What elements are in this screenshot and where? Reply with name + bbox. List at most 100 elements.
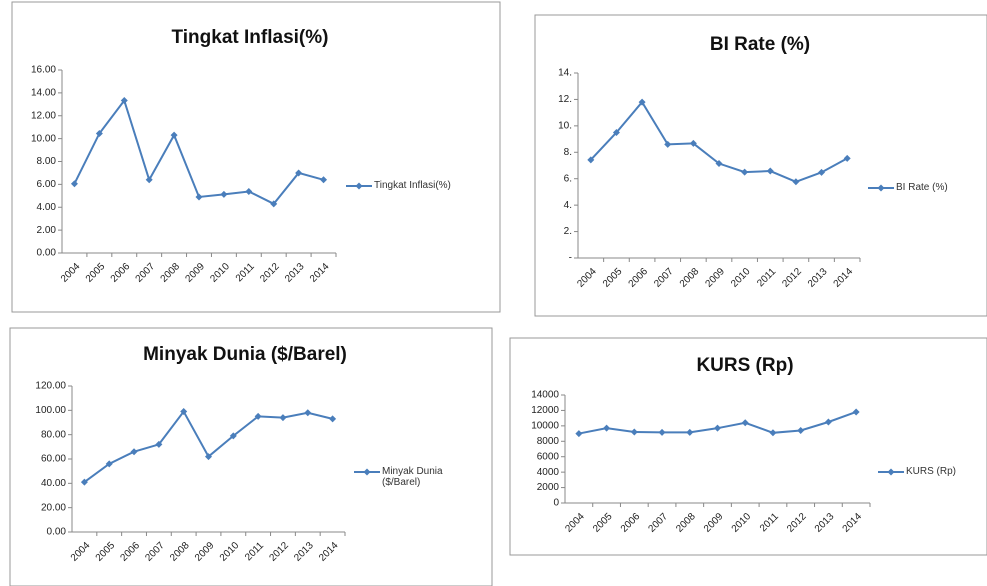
- point: [245, 187, 253, 195]
- y-tick-label: 80.00: [41, 429, 66, 440]
- point: [843, 154, 851, 162]
- x-tick-label: 2007: [647, 511, 671, 535]
- x-tick-label: 2014: [317, 540, 341, 564]
- x-tick-label: 2004: [575, 266, 599, 290]
- x-tick-label: 2004: [69, 540, 93, 564]
- point: [638, 98, 646, 106]
- x-tick-label: 2014: [841, 511, 865, 535]
- x-tick-label: 2008: [678, 266, 702, 290]
- x-tick-label: 2006: [627, 266, 651, 290]
- x-tick-label: 2011: [234, 261, 257, 284]
- y-tick-label: 8.00: [37, 156, 57, 167]
- chart-title: BI Rate (%): [710, 34, 810, 55]
- x-tick-label: 2008: [168, 540, 192, 564]
- y-tick-label: 60.00: [41, 454, 66, 465]
- point: [689, 139, 697, 147]
- point: [612, 128, 620, 136]
- series-line: [590, 100, 848, 183]
- legend-label: Tingkat Inflasi(%): [374, 180, 451, 191]
- legend: Minyak Dunia ($/Barel): [352, 466, 462, 488]
- point: [205, 453, 212, 461]
- x-tick-label: 2013: [283, 261, 307, 285]
- point: [603, 424, 611, 432]
- x-tick-label: 2013: [813, 511, 837, 535]
- y-tick-label: 20.00: [41, 502, 66, 513]
- point: [320, 176, 328, 184]
- point: [229, 432, 237, 440]
- x-tick-label: 2010: [730, 511, 754, 535]
- y-tick-label: 8.: [564, 147, 572, 158]
- point: [852, 408, 860, 416]
- point: [270, 200, 278, 208]
- legend-label: KURS (Rp): [906, 466, 957, 477]
- y-tick-label: 0.00: [47, 527, 67, 538]
- legend-swatch: [868, 184, 894, 192]
- x-tick-label: 2013: [806, 266, 830, 290]
- point: [329, 415, 337, 423]
- point: [824, 418, 832, 426]
- y-tick-label: 6000: [537, 451, 560, 462]
- x-tick-label: 2006: [119, 540, 143, 564]
- point: [145, 176, 153, 184]
- point: [70, 180, 78, 188]
- series-line: [83, 409, 333, 483]
- point: [714, 424, 721, 432]
- x-tick-label: 2011: [243, 540, 266, 563]
- chart-frame: [9, 327, 493, 586]
- legend-label: BI Rate (%): [896, 182, 948, 193]
- point: [741, 168, 749, 176]
- x-tick-label: 2008: [674, 511, 698, 535]
- point: [195, 193, 203, 201]
- x-tick-label: 2012: [780, 266, 804, 290]
- x-tick-label: 2014: [308, 261, 332, 285]
- point: [130, 448, 138, 456]
- x-tick-label: 2006: [109, 261, 133, 285]
- x-tick-label: 2005: [591, 511, 615, 535]
- x-tick-label: 2014: [832, 266, 856, 290]
- chart-title: Tingkat Inflasi(%): [172, 27, 329, 48]
- x-tick-label: 2009: [702, 511, 726, 535]
- y-tick-label: 2.: [564, 226, 572, 237]
- point: [792, 178, 800, 186]
- x-tick-label: 2007: [134, 261, 158, 285]
- chart-title: KURS (Rp): [696, 355, 793, 376]
- y-tick-label: 4000: [537, 467, 560, 478]
- x-tick-label: 2006: [619, 511, 643, 535]
- y-tick-label: -: [569, 253, 572, 264]
- point: [170, 131, 178, 139]
- point: [797, 426, 805, 434]
- x-tick-label: 2009: [193, 540, 217, 564]
- chart-title: Minyak Dunia ($/Barel): [143, 344, 347, 365]
- chart-frame: [509, 337, 987, 556]
- legend-marker: [877, 184, 885, 192]
- y-tick-label: 0.00: [37, 248, 57, 259]
- point: [575, 430, 583, 438]
- point: [105, 460, 113, 468]
- y-tick-label: 16.00: [31, 65, 56, 76]
- x-tick-label: 2005: [94, 540, 118, 564]
- x-tick-label: 2011: [758, 511, 781, 534]
- y-tick-label: 4.00: [37, 202, 57, 213]
- x-tick-label: 2009: [183, 261, 207, 285]
- legend-swatch: [354, 468, 380, 476]
- legend-marker: [887, 468, 895, 476]
- point: [587, 156, 595, 164]
- y-tick-label: 14.00: [31, 88, 56, 99]
- y-tick-label: 2000: [537, 482, 560, 493]
- y-tick-label: 10000: [531, 420, 559, 431]
- point: [155, 440, 163, 448]
- y-tick-label: 12.00: [31, 110, 56, 121]
- point: [80, 478, 88, 486]
- point: [664, 140, 672, 148]
- legend: BI Rate (%): [866, 182, 976, 194]
- chart-frame: [534, 14, 987, 317]
- x-tick-label: 2008: [159, 261, 183, 285]
- y-tick-label: 10.00: [31, 133, 56, 144]
- x-tick-label: 2004: [59, 261, 83, 285]
- y-tick-label: 2.00: [37, 225, 57, 236]
- y-tick-label: 6.: [564, 173, 572, 184]
- point: [715, 160, 723, 168]
- series-line: [73, 98, 324, 206]
- point: [95, 129, 103, 137]
- x-tick-label: 2011: [755, 266, 778, 289]
